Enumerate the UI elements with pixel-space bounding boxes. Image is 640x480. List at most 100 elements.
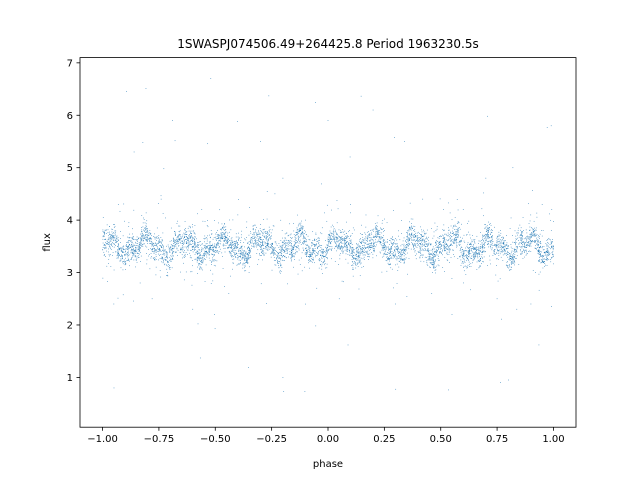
data-point — [389, 250, 391, 252]
data-point — [498, 252, 499, 254]
data-point — [349, 245, 351, 247]
data-point — [275, 250, 276, 251]
data-point — [172, 251, 174, 253]
data-point — [280, 245, 282, 247]
data-point — [364, 242, 365, 244]
data-point — [287, 242, 289, 244]
data-point — [267, 233, 269, 235]
data-point — [360, 248, 362, 250]
data-point — [219, 236, 221, 238]
data-point — [203, 254, 204, 256]
data-point — [286, 242, 287, 244]
data-point — [483, 251, 485, 252]
data-point — [303, 237, 305, 239]
data-point — [146, 225, 147, 227]
data-point — [291, 252, 293, 254]
data-point — [511, 251, 512, 253]
data-point — [194, 244, 195, 246]
data-point — [526, 244, 528, 246]
data-point — [278, 253, 280, 255]
data-point — [489, 255, 490, 257]
data-point — [538, 289, 540, 291]
data-point — [251, 242, 253, 244]
data-point — [342, 246, 343, 248]
data-point — [449, 248, 450, 250]
data-point — [277, 260, 278, 261]
data-point — [117, 241, 118, 242]
data-point — [147, 230, 148, 232]
data-point — [302, 234, 304, 236]
data-point — [379, 231, 381, 233]
data-point — [475, 250, 477, 252]
data-point — [218, 222, 219, 224]
data-point — [416, 238, 418, 240]
data-point — [394, 249, 396, 251]
data-point — [139, 246, 140, 248]
data-point — [145, 234, 146, 236]
data-point — [312, 243, 314, 244]
data-point — [225, 237, 227, 238]
data-point — [433, 260, 434, 262]
data-point — [220, 236, 222, 238]
data-point — [515, 244, 516, 246]
data-point — [441, 245, 442, 247]
data-point — [356, 258, 357, 259]
data-point — [436, 250, 438, 251]
data-point — [488, 242, 489, 244]
data-point — [337, 237, 339, 239]
data-point — [522, 237, 523, 239]
data-point — [275, 253, 276, 255]
data-point — [488, 237, 490, 239]
data-point — [526, 232, 528, 234]
data-point — [384, 242, 386, 243]
data-point — [295, 243, 296, 245]
data-point — [415, 236, 417, 238]
data-point — [406, 232, 408, 233]
data-point — [117, 245, 119, 247]
data-point — [420, 235, 422, 237]
data-point — [245, 256, 247, 257]
data-point — [542, 230, 544, 231]
data-point — [409, 202, 411, 204]
data-point — [151, 245, 153, 247]
data-point — [237, 244, 239, 245]
data-point — [312, 249, 314, 250]
data-point — [215, 265, 217, 267]
data-point — [173, 248, 174, 250]
data-point — [357, 266, 359, 267]
data-point — [504, 249, 505, 250]
data-point — [534, 227, 535, 229]
data-point — [154, 238, 156, 240]
data-point — [215, 259, 217, 261]
data-point — [509, 253, 510, 255]
data-point — [157, 242, 159, 244]
data-point — [127, 258, 129, 260]
data-point — [209, 253, 210, 255]
data-point — [482, 236, 483, 238]
data-point — [131, 249, 133, 250]
data-point — [211, 233, 213, 234]
data-point — [353, 251, 354, 253]
data-point — [273, 249, 275, 251]
data-point — [274, 264, 276, 266]
data-point — [308, 248, 309, 250]
data-point — [413, 248, 415, 250]
data-point — [456, 199, 458, 200]
data-point — [422, 254, 424, 256]
data-point — [174, 241, 176, 243]
data-point — [537, 245, 539, 247]
data-point — [410, 237, 412, 239]
data-point — [385, 249, 386, 251]
data-point — [143, 243, 145, 244]
data-point — [352, 247, 354, 249]
data-point — [350, 212, 351, 214]
data-point — [292, 246, 293, 248]
data-point — [516, 248, 518, 250]
data-point — [457, 228, 459, 229]
data-point — [198, 258, 200, 260]
data-point — [258, 244, 259, 246]
data-point — [328, 241, 330, 243]
data-point — [142, 222, 144, 224]
data-point — [264, 231, 266, 233]
data-point — [265, 235, 267, 236]
